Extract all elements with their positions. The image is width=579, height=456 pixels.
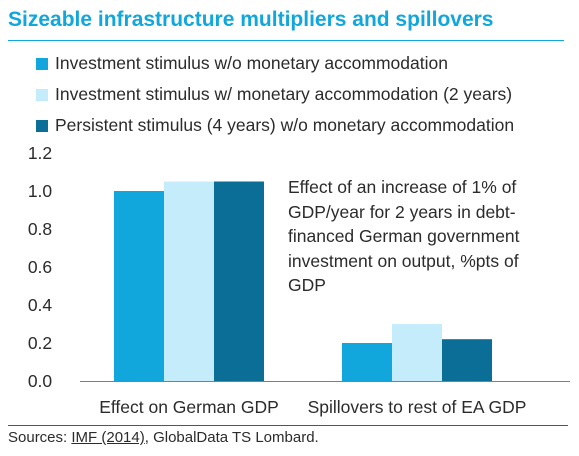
bar-2-series-3 [442,339,492,381]
y-tick-label: 0.8 [28,219,52,239]
bar-1-series-2 [164,181,214,381]
chart-annotation: Effect of an increase of 1% of GDP/year … [288,177,520,295]
legend-swatch-series-1 [36,57,48,70]
y-tick-label: 0.2 [28,333,52,353]
bar-1-series-3 [214,181,264,381]
title-divider [8,40,564,41]
source-link-imf[interactable]: IMF (2014) [71,429,145,446]
source-prefix: Sources: [8,429,72,446]
legend-swatch-series-3 [36,119,48,132]
y-tick-label: 0.6 [28,257,52,277]
source-divider [8,425,568,426]
legend-label-series-1: Investment stimulus w/o monetary accommo… [55,53,448,73]
legend-item-series-2: Investment stimulus w/ monetary accommod… [36,79,514,110]
x-category-label: Effect on German GDP [99,397,279,417]
bar-2-series-2 [392,324,442,381]
source-note: Sources: IMF (2014), GlobalData TS Lomba… [8,429,319,446]
chart-title: Sizeable infrastructure multipliers and … [8,8,494,31]
legend-label-series-2: Investment stimulus w/ monetary accommod… [55,84,513,104]
legend-item-series-1: Investment stimulus w/o monetary accommo… [36,48,514,79]
y-tick-label: 1.2 [28,143,52,163]
legend-swatch-series-2 [36,88,48,101]
y-tick-label: 1.0 [28,181,53,201]
bar-1-series-1 [114,191,164,381]
y-tick-label: 0.4 [28,295,53,315]
legend-item-series-3: Persistent stimulus (4 years) w/o moneta… [36,110,514,141]
legend-label-series-3: Persistent stimulus (4 years) w/o moneta… [55,115,515,135]
bar-2-series-1 [342,343,392,381]
legend: Investment stimulus w/o monetary accommo… [36,48,514,141]
source-suffix: , GlobalData TS Lombard. [144,429,319,446]
y-tick-label: 0.0 [28,371,53,391]
x-category-label: Spillovers to rest of EA GDP [308,397,527,417]
